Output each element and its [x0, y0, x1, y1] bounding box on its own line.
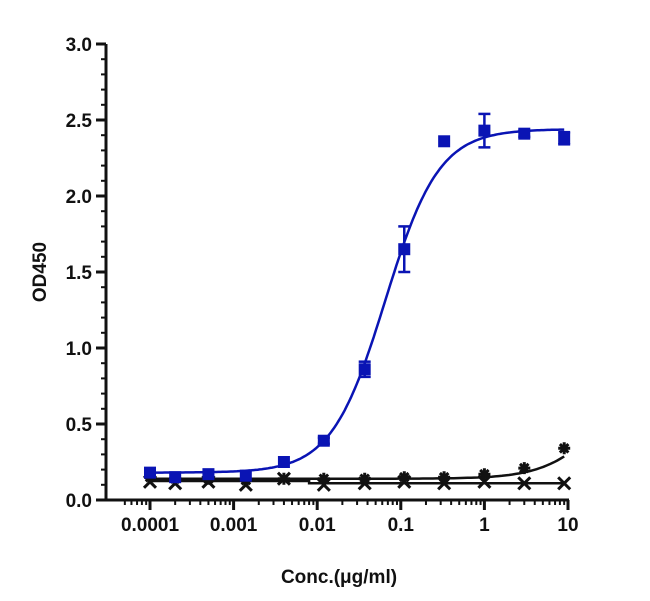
- y-tick-label: 0.5: [66, 415, 93, 436]
- series-2-fit-line: [150, 455, 565, 480]
- square-marker: [144, 466, 156, 479]
- axes: 0.0 0.5 1.0 1.5 2.0 2.5 3.0 0.0001 0.001 0.01 0.1 1…: [66, 35, 579, 536]
- y-tick-label: 0.0: [66, 491, 92, 512]
- square-marker: [358, 363, 371, 376]
- x-tick-label: 0.01: [299, 515, 336, 536]
- x-tick-label: 10: [557, 515, 578, 536]
- x-tick-label: 0.0001: [121, 515, 180, 536]
- square-marker: [438, 135, 451, 148]
- series-3-fit-line: [150, 479, 565, 485]
- y-tick-label: 3.0: [66, 35, 92, 56]
- square-marker: [558, 132, 571, 145]
- x-tick-label: 1: [479, 515, 490, 536]
- asterisk-marker: [317, 472, 330, 485]
- square-marker: [239, 469, 252, 482]
- square-marker: [398, 243, 411, 256]
- cross-marker: [557, 476, 572, 491]
- square-marker: [202, 468, 215, 481]
- x-axis-title: Conc.(μg/ml): [281, 567, 397, 588]
- square-marker: [478, 124, 491, 137]
- asterisk-marker: [558, 442, 571, 455]
- y-tick-label: 2.0: [66, 187, 92, 208]
- square-marker: [169, 471, 182, 484]
- x-tick-label: 0.1: [388, 515, 415, 536]
- square-marker: [518, 127, 531, 140]
- asterisk-marker: [438, 471, 451, 484]
- plot-area: [142, 112, 572, 492]
- series-1-fit-curve: [150, 128, 565, 474]
- y-tick-label: 1.0: [66, 339, 92, 360]
- asterisk-marker: [398, 471, 411, 484]
- asterisk-marker: [518, 462, 531, 475]
- asterisk-marker: [277, 472, 290, 485]
- x-tick-label: 0.001: [210, 515, 258, 536]
- square-marker: [317, 434, 330, 447]
- y-axis-title: OD450: [30, 242, 51, 302]
- y-tick-label: 1.5: [66, 263, 93, 284]
- asterisk-marker: [358, 472, 371, 485]
- y-tick-label: 2.5: [66, 111, 93, 132]
- square-marker: [277, 456, 290, 468]
- cross-marker: [517, 476, 532, 491]
- asterisk-marker: [478, 468, 491, 481]
